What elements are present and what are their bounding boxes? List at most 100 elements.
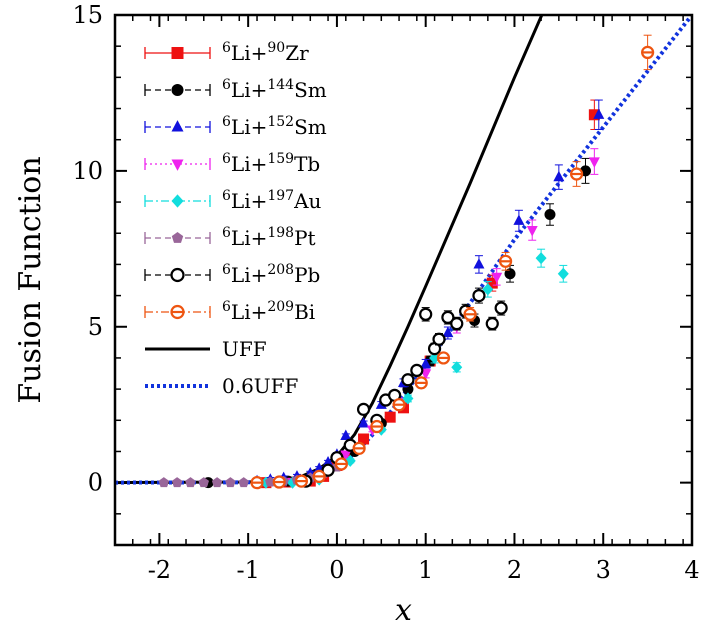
series-6li-152sm-point: [553, 170, 565, 182]
series-6li-152sm-point: [322, 456, 334, 467]
legend-6li-209bi-label: 6Li+209Bi: [222, 299, 315, 324]
x-tick-label: 1: [418, 556, 433, 584]
legend-6li-198pt: 6Li+198Pt: [144, 225, 316, 250]
legend-6li-152sm-marker: [171, 120, 184, 132]
x-tick-label: -1: [236, 556, 259, 584]
series-6li-209bi-point: [414, 376, 428, 390]
series-6li-209bi-point: [370, 419, 384, 434]
series-6li-197au-point: [429, 351, 441, 364]
data-points: [158, 34, 655, 490]
legend-6li-209bi: 6Li+209Bi: [144, 299, 315, 324]
legend-6li-209bi-marker: [170, 304, 185, 320]
legend-6li-90zr: 6Li+90Zr: [144, 40, 309, 65]
series-6li-208pb-point: [485, 317, 499, 331]
legend-uff-label: UFF: [222, 337, 267, 361]
series-6li-209bi-point: [498, 254, 513, 268]
series-6li-208pb-point: [356, 402, 371, 416]
legend-6li-159tb-label: 6Li+159Tb: [222, 151, 320, 176]
series-6li-197au-point: [402, 392, 414, 405]
legend-6li-208pb: 6Li+208Pb: [144, 262, 320, 287]
series-6li-152sm-point: [340, 429, 352, 441]
series-6li-90zr-point: [486, 277, 498, 289]
series-6li-152sm-point: [420, 357, 432, 369]
legend-6li-159tb: 6Li+159Tb: [144, 151, 320, 176]
legend-6li-90zr-marker: [171, 47, 184, 59]
x-tick-label: 3: [596, 556, 611, 584]
legend-6li-144sm-label: 6Li+144Sm: [222, 77, 327, 102]
series-6li-152sm-point: [513, 214, 525, 225]
series-6li-208pb-point: [450, 317, 464, 331]
series-6li-159tb-point: [491, 272, 503, 284]
series-6li-152sm-point: [442, 326, 454, 338]
x-axis-label: x: [395, 593, 412, 628]
legend-6li-198pt-label: 6Li+198Pt: [222, 225, 316, 250]
series-6li-159tb-point: [588, 157, 600, 168]
series-6li-209bi-point: [641, 45, 655, 60]
tick-labels: -2 -1 0 1 2 3 4 0 5 10 15: [72, 1, 699, 584]
series-6li-90zr-point: [358, 433, 370, 445]
legend-0-6uff: 0.6UFF: [145, 374, 299, 398]
legend-6li-159tb-marker: [171, 159, 184, 171]
series-6li-159tb-point: [340, 450, 352, 461]
series-6li-197au-point: [482, 283, 494, 296]
series-6li-208pb-point: [410, 363, 424, 378]
series-6li-197au-point: [535, 252, 547, 265]
series-6li-159tb-point: [526, 225, 538, 237]
series-6li-144sm-point: [544, 209, 556, 221]
y-tick-label: 5: [88, 313, 103, 341]
legend-6li-197au-label: 6Li+197Au: [222, 188, 322, 213]
y-tick-label: 15: [72, 1, 103, 29]
y-tick-label: 10: [72, 157, 103, 185]
legend-uff: UFF: [145, 337, 267, 361]
series-6li-198pt-point: [211, 477, 223, 488]
legend-6li-144sm-marker: [171, 84, 184, 96]
series-6li-209bi-point: [272, 475, 286, 489]
series-6li-209bi-point: [294, 474, 309, 488]
legend-6li-208pb-marker: [170, 267, 185, 283]
legend-6li-208pb-label: 6Li+208Pb: [222, 262, 320, 287]
series-6li-90zr-point: [588, 109, 600, 121]
series-6li-198pt-point: [185, 477, 196, 488]
series-6li-208pb-point: [494, 301, 508, 315]
series-6li-209bi-point: [250, 476, 264, 490]
x-tick-label: 2: [507, 556, 522, 584]
series-6li-209bi: [250, 34, 655, 490]
legend-6li-152sm-label: 6Li+152Sm: [222, 114, 327, 139]
x-tick-label: 0: [329, 556, 344, 584]
axis-ticks: [114, 14, 693, 546]
legend-6li-90zr-label: 6Li+90Zr: [222, 40, 309, 65]
series-6li-198pt-point: [171, 477, 183, 488]
legend-6li-198pt-marker: [171, 232, 184, 243]
legend-6li-197au: 6Li+197Au: [144, 188, 322, 213]
x-tick-label: 4: [684, 556, 699, 584]
series-6li-209bi-point: [463, 307, 477, 321]
series-6li-198pt-point: [238, 477, 249, 488]
y-tick-label: 0: [88, 469, 103, 497]
series-6li-197au-point: [287, 476, 299, 489]
series-6li-197au-point: [344, 454, 356, 467]
series-6li-208pb-point: [432, 332, 446, 346]
series-6li-209bi-point: [312, 469, 326, 484]
series-6li-209bi-point: [569, 167, 584, 181]
series-6li-198pt-point: [158, 477, 170, 488]
series-6li-197au-point: [451, 361, 463, 374]
legend-6li-197au-marker: [171, 194, 184, 208]
series-6li-152sm-point: [358, 417, 370, 428]
legend-0-6uff-label: 0.6UFF: [222, 374, 299, 398]
series-6li-198pt-point: [198, 477, 209, 488]
series-6li-144sm-point: [504, 268, 516, 280]
series-6li-198pt-point: [225, 477, 236, 488]
series-6li-209bi-point: [352, 441, 366, 455]
series-6li-208pb-point: [419, 307, 433, 321]
series-6li-90zr-point: [384, 411, 396, 423]
legend-6li-152sm: 6Li+152Sm: [144, 114, 327, 139]
series-6li-209bi-point: [436, 351, 451, 365]
series-6li-208pb-point: [321, 463, 335, 477]
plot-frame: [113, 13, 694, 547]
x-tick-label: -2: [148, 556, 171, 584]
series-6li-152sm-point: [593, 108, 605, 119]
series-6li-197au-point: [557, 267, 569, 280]
series-6li-152sm-point: [473, 258, 485, 269]
series-6li-209bi-point: [334, 457, 348, 471]
